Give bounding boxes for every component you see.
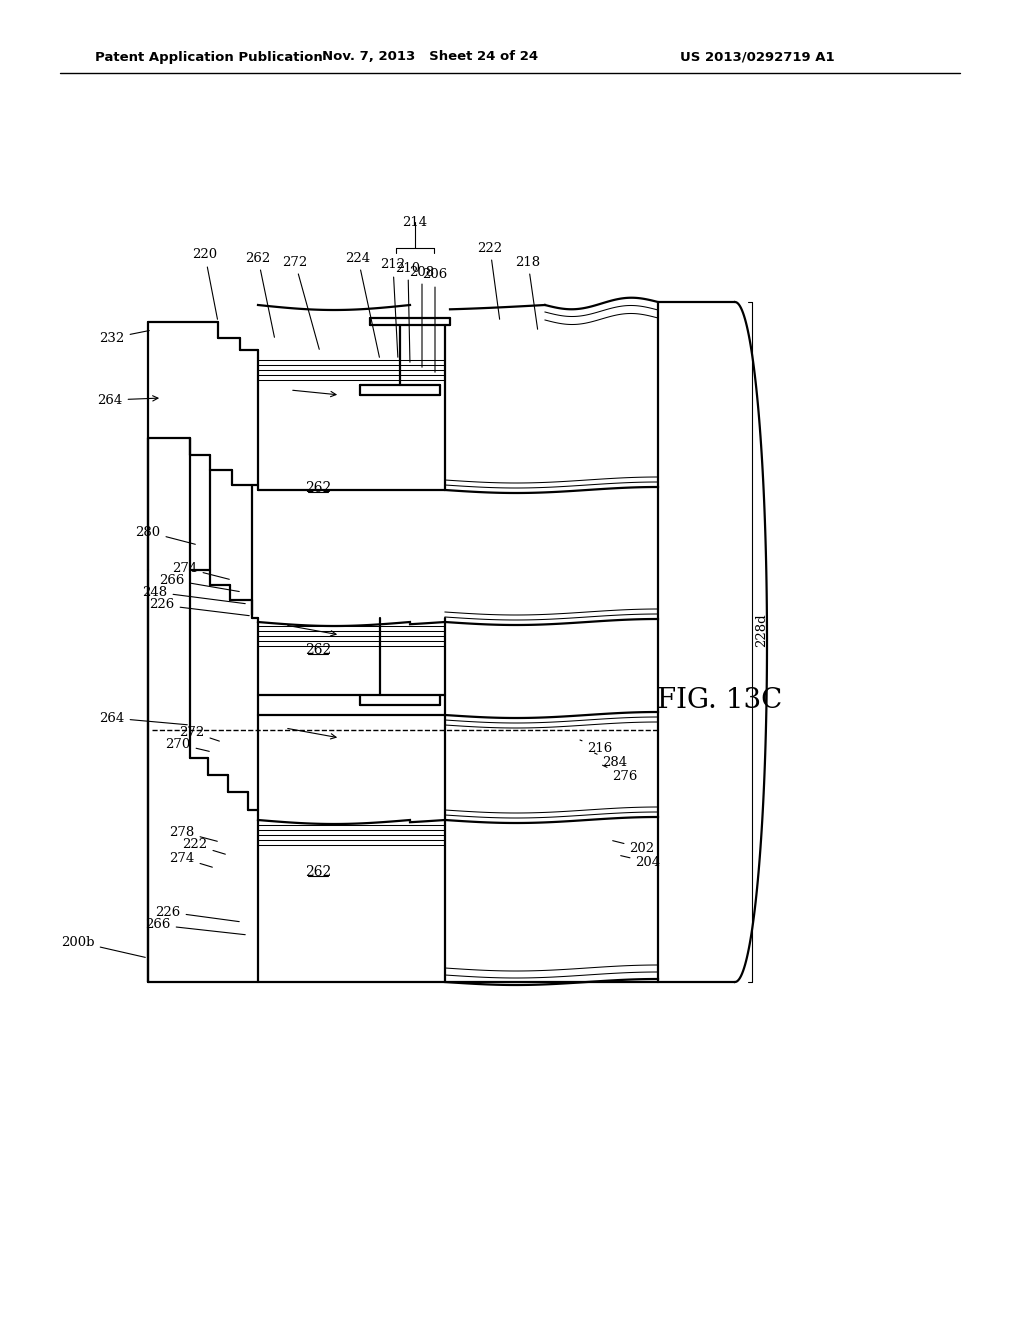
Text: 262: 262 — [305, 643, 331, 657]
Text: 264: 264 — [97, 393, 158, 407]
Text: 262: 262 — [305, 865, 331, 879]
Text: Patent Application Publication: Patent Application Publication — [95, 50, 323, 63]
Text: 272: 272 — [179, 726, 219, 741]
Text: 274: 274 — [172, 561, 229, 579]
Text: 228d: 228d — [756, 614, 768, 647]
Text: 202: 202 — [612, 841, 654, 854]
Text: 208: 208 — [410, 265, 434, 367]
Text: 218: 218 — [515, 256, 541, 329]
Text: 278: 278 — [169, 825, 217, 841]
Text: 274: 274 — [169, 851, 212, 867]
Text: 204: 204 — [621, 855, 660, 869]
Text: 280: 280 — [135, 525, 196, 544]
Text: US 2013/0292719 A1: US 2013/0292719 A1 — [680, 50, 835, 63]
Text: 214: 214 — [402, 215, 428, 228]
Text: 276: 276 — [602, 766, 638, 783]
Text: 220: 220 — [193, 248, 217, 319]
Text: 226: 226 — [156, 906, 240, 921]
Text: 262: 262 — [305, 480, 331, 495]
Text: 216: 216 — [580, 741, 612, 755]
Text: Nov. 7, 2013   Sheet 24 of 24: Nov. 7, 2013 Sheet 24 of 24 — [322, 50, 538, 63]
Text: 232: 232 — [99, 330, 150, 345]
Text: 272: 272 — [283, 256, 319, 350]
Text: 222: 222 — [182, 838, 225, 854]
Text: 284: 284 — [595, 754, 628, 768]
Text: 210: 210 — [395, 261, 421, 362]
Text: 262: 262 — [246, 252, 274, 338]
Text: 200b: 200b — [61, 936, 145, 957]
Text: 224: 224 — [345, 252, 380, 358]
Text: 266: 266 — [145, 919, 245, 935]
Text: 270: 270 — [165, 738, 209, 751]
Text: 206: 206 — [422, 268, 447, 372]
Text: 264: 264 — [99, 711, 187, 725]
Text: 248: 248 — [142, 586, 245, 603]
Text: FIG. 13C: FIG. 13C — [657, 686, 782, 714]
Text: 226: 226 — [150, 598, 249, 615]
Text: 212: 212 — [381, 259, 406, 358]
Text: 266: 266 — [160, 573, 240, 591]
Text: 222: 222 — [477, 242, 503, 319]
